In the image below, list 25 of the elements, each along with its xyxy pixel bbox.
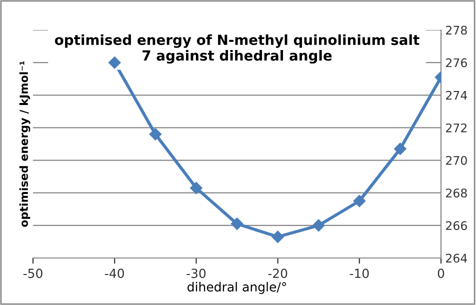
x-tick-label: -10 [350,268,369,278]
point [312,219,325,232]
y-tick-label: 264 [446,254,468,263]
x-axis-title: dihedral angle/° [188,282,286,294]
y-tick-label: 268 [446,188,467,198]
y-axis-title: optimised energy / kJmol⁻¹ [19,61,30,227]
point [149,128,162,140]
x-tick-label: 0 [438,268,444,278]
point [394,142,406,155]
y-tick-label: 276 [446,58,467,68]
x-tick-label: -40 [105,268,124,278]
y-tick-label: 272 [446,123,467,132]
text: optimised energy of N-methyl quinolinium salt 7 against dihedral angle [54,34,420,64]
point [108,56,121,69]
y-tick-label: 274 [446,90,468,100]
point [353,194,366,208]
y-tick-label: 278 [446,26,467,35]
x-tick-label: -20 [268,268,288,278]
point [190,182,202,194]
point [230,218,244,230]
point [272,230,284,243]
y-tick-label: 266 [446,221,467,230]
x-tick-label: -30 [186,268,206,278]
x-tick-label: -50 [23,268,42,278]
y-tick-label: 270 [446,156,467,165]
